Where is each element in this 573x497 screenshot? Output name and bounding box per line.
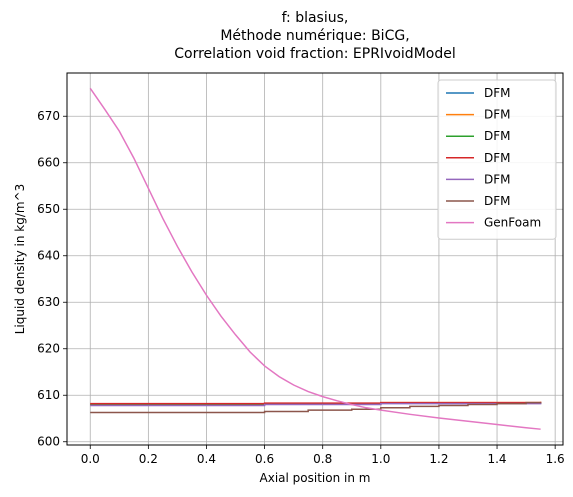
series-line-dfm-5 bbox=[90, 401, 542, 414]
legend-entry: GenFoam bbox=[484, 216, 541, 230]
y-axis-label: Liquid density in kg/m^3 bbox=[13, 184, 27, 335]
legend-entry: DFM bbox=[484, 151, 511, 165]
x-tick-label: 1.2 bbox=[429, 452, 448, 466]
legend-entry: DFM bbox=[484, 129, 511, 143]
x-tick-label: 1.4 bbox=[487, 452, 506, 466]
y-axis-ticks: 600 610 620 630 640 650 660 670 bbox=[37, 109, 67, 449]
legend: DFM DFM DFM DFM DFM DFM GenFoam bbox=[437, 79, 557, 240]
y-tick-label: 600 bbox=[37, 435, 60, 449]
chart-title-line: Méthode numérique: BiCG, bbox=[220, 28, 409, 44]
y-tick-label: 630 bbox=[37, 295, 60, 309]
series-line-dfm-4 bbox=[90, 402, 542, 407]
x-tick-label: 0.2 bbox=[139, 452, 158, 466]
x-axis-ticks: 0.0 0.2 0.4 0.6 0.8 1.0 1.2 1.4 1.6 bbox=[81, 445, 565, 466]
y-tick-label: 640 bbox=[37, 249, 60, 263]
x-tick-label: 0.0 bbox=[81, 452, 100, 466]
legend-entry: DFM bbox=[484, 108, 511, 122]
x-axis-label: Axial position in m bbox=[260, 471, 371, 485]
x-tick-label: 0.8 bbox=[313, 452, 332, 466]
legend-entry: DFM bbox=[484, 86, 511, 100]
legend-entry: DFM bbox=[484, 172, 511, 186]
chart-title-line: f: blasius, bbox=[282, 10, 349, 26]
plot-lines bbox=[89, 87, 542, 430]
y-tick-label: 610 bbox=[37, 388, 60, 402]
series-line-genfoam-6 bbox=[89, 87, 541, 430]
y-tick-label: 650 bbox=[37, 202, 60, 216]
x-tick-label: 0.4 bbox=[197, 452, 216, 466]
y-tick-label: 660 bbox=[37, 156, 60, 170]
y-tick-label: 620 bbox=[37, 342, 60, 356]
plot-frame bbox=[66, 72, 564, 446]
legend-entry: DFM bbox=[484, 194, 511, 208]
chart-title-line: Correlation void fraction: EPRIvoidModel bbox=[174, 46, 455, 62]
chart-title: f: blasius, Méthode numérique: BiCG, Corre… bbox=[174, 10, 455, 62]
x-tick-label: 1.0 bbox=[371, 452, 390, 466]
x-tick-label: 0.6 bbox=[255, 452, 274, 466]
grid-lines bbox=[67, 73, 563, 445]
y-tick-label: 670 bbox=[37, 109, 60, 123]
legend-box bbox=[437, 79, 557, 240]
x-tick-label: 1.6 bbox=[546, 452, 565, 466]
